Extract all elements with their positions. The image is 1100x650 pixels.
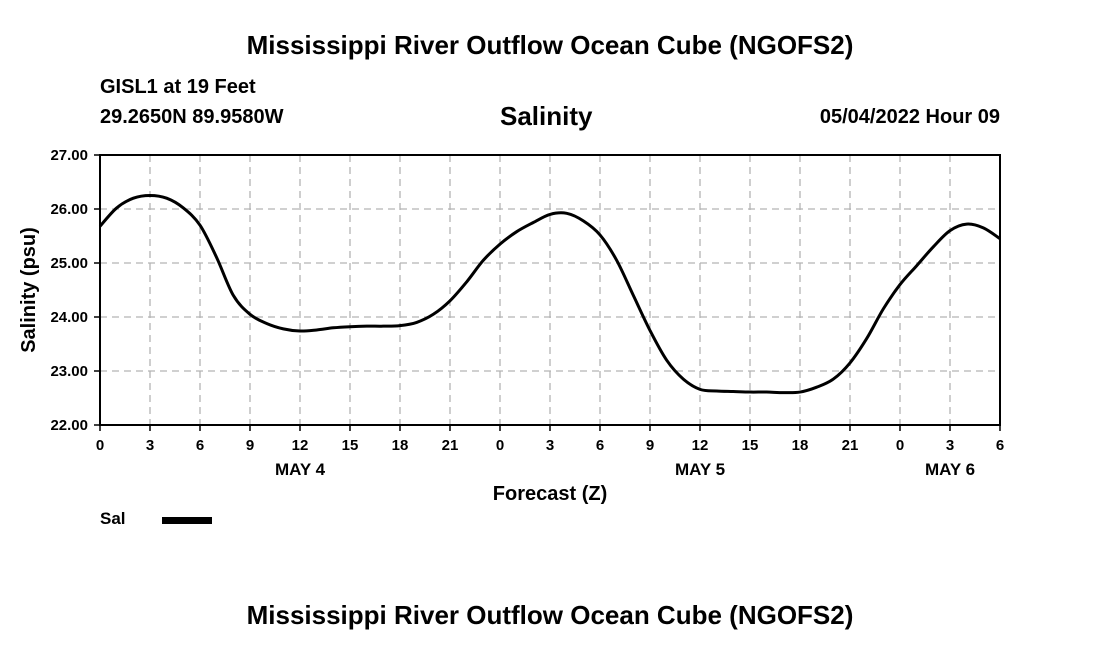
y-axis-label: Salinity (psu) (18, 227, 40, 353)
x-tick-label: 6 (596, 437, 604, 454)
x-tick-label: 21 (842, 437, 859, 454)
footer-title: Mississippi River Outflow Ocean Cube (NG… (246, 600, 854, 630)
chart-title: Salinity (500, 101, 593, 131)
x-tick-label: 9 (246, 437, 254, 454)
x-tick-label: 0 (96, 437, 104, 454)
x-tick-label: 18 (392, 437, 409, 454)
grid-lines (100, 154, 1000, 426)
station-label: GISL1 at 19 Feet (100, 76, 256, 98)
x-tick-label: 21 (442, 437, 459, 454)
y-tick-label: 25.00 (50, 255, 88, 272)
x-tick-label: 3 (546, 437, 554, 454)
legend-label: Sal (100, 509, 126, 528)
legend-swatch (162, 517, 212, 524)
x-tick-label: 15 (742, 437, 759, 454)
date-label: MAY 6 (925, 460, 975, 479)
y-tick-label: 22.00 (50, 417, 88, 434)
x-tick-label: 9 (646, 437, 654, 454)
x-tick-label: 12 (292, 437, 309, 454)
x-tick-label: 12 (692, 437, 709, 454)
salinity-chart: 0 3 6 9 12 15 18 21 0 3 6 9 12 15 18 21 0 3 6 22.00 23.00 24.… (18, 147, 1004, 505)
y-tick-label: 23.00 (50, 363, 88, 380)
x-tick-label: 3 (146, 437, 154, 454)
y-tick-label: 27.00 (50, 147, 88, 164)
y-tick-label: 26.00 (50, 201, 88, 218)
station-coordinates: 29.2650N 89.9580W (100, 106, 284, 128)
x-tick-label: 0 (496, 437, 504, 454)
x-tick-label: 0 (896, 437, 904, 454)
date-label: MAY 5 (675, 460, 725, 479)
x-tick-label: 6 (196, 437, 204, 454)
forecast-datetime: 05/04/2022 Hour 09 (819, 106, 1000, 128)
date-label: MAY 4 (275, 460, 326, 479)
series-group (98, 194, 1001, 395)
axis-ticks: 0 3 6 9 12 15 18 21 0 3 6 9 12 15 18 21 0 3 6 22.00 23.00 24.… (50, 147, 1004, 479)
x-tick-label: 15 (342, 437, 359, 454)
y-tick-label: 24.00 (50, 309, 88, 326)
x-tick-label: 3 (946, 437, 954, 454)
salinity-series-line (98, 194, 1001, 395)
x-axis-label: Forecast (Z) (493, 483, 607, 505)
x-tick-label: 6 (996, 437, 1004, 454)
main-title: Mississippi River Outflow Ocean Cube (NG… (246, 30, 854, 60)
x-tick-label: 18 (792, 437, 809, 454)
